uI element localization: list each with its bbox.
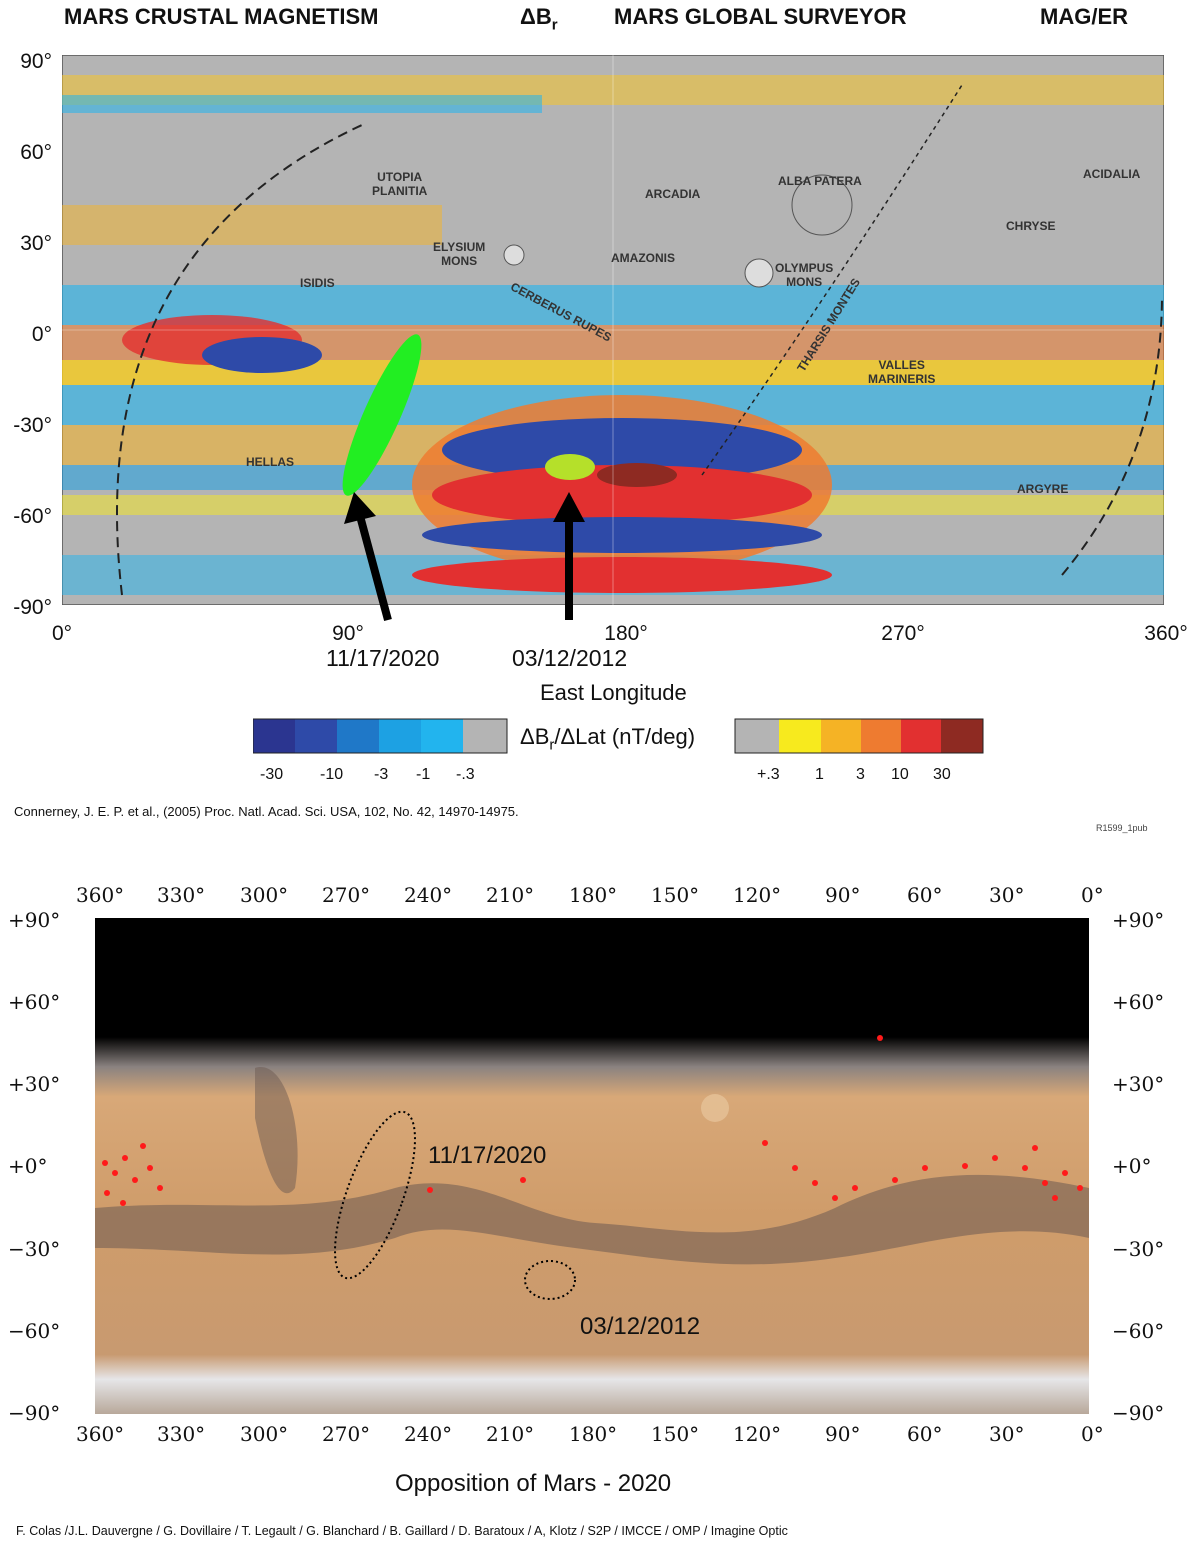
- region-label: ARCADIA: [645, 187, 701, 201]
- lon-tick: 210°: [486, 883, 535, 907]
- lat-tick: −30°: [8, 1237, 61, 1261]
- lon-tick: 360°: [1144, 622, 1188, 645]
- region-label: UTOPIA PLANITIA: [372, 170, 428, 198]
- lon-tick: 90°: [825, 883, 861, 907]
- lon-tick: 30°: [989, 883, 1025, 907]
- lon-tick: 180°: [569, 1422, 618, 1446]
- region-label: ELYSIUM MONS: [433, 240, 486, 268]
- lat-tick: +90°: [1112, 908, 1165, 932]
- cb-tick: 1: [815, 766, 824, 783]
- lon-tick: 0°: [1081, 1422, 1104, 1446]
- lat-tick: +0°: [1112, 1154, 1152, 1178]
- lat-tick: +30°: [8, 1072, 61, 1096]
- x-axis-label: East Longitude: [540, 680, 687, 705]
- lon-tick: 180°: [604, 622, 648, 645]
- lon-tick: 300°: [240, 883, 289, 907]
- cb-tick: 3: [856, 766, 865, 783]
- cb-tick: -10: [320, 766, 344, 783]
- lat-tick: +0°: [8, 1154, 48, 1178]
- lon-tick: 0°: [1081, 883, 1104, 907]
- lon-tick: 240°: [404, 883, 453, 907]
- lat-tick: 60°: [20, 141, 52, 164]
- lat-tick: +60°: [8, 990, 61, 1014]
- credits: F. Colas /J.L. Dauvergne / G. Dovillaire…: [16, 1524, 788, 1538]
- lat-tick: −60°: [1112, 1319, 1165, 1343]
- event-date-label: 11/17/2020: [326, 645, 440, 671]
- lat-tick: −90°: [8, 1401, 61, 1425]
- colorbar: [253, 718, 984, 754]
- lon-tick: 210°: [486, 1422, 535, 1446]
- lon-tick: 240°: [404, 1422, 453, 1446]
- lon-tick: 300°: [240, 1422, 289, 1446]
- lon-tick: 60°: [907, 1422, 943, 1446]
- lon-tick: 90°: [825, 1422, 861, 1446]
- colorbar-label: ΔBr/ΔLat (nT/deg): [520, 724, 696, 754]
- lon-tick: 270°: [322, 883, 371, 907]
- lat-tick: −60°: [8, 1319, 61, 1343]
- region-label: AMAZONIS: [611, 251, 675, 265]
- lon-tick: 0°: [51, 622, 73, 645]
- event-outline-2012: [524, 1260, 576, 1300]
- ref-code: R1599_1pub: [1096, 823, 1148, 833]
- lon-tick: 60°: [907, 883, 943, 907]
- region-label: ARGYRE: [1017, 482, 1069, 496]
- cb-tick: +.3: [757, 766, 780, 783]
- region-label: ALBA PATERA: [778, 174, 862, 188]
- region-label: VALLES MARINERIS: [868, 358, 936, 386]
- lat-tick: -60°: [13, 505, 52, 528]
- lat-tick: 0°: [31, 323, 52, 346]
- instrument-name: MAG/ER: [1040, 4, 1128, 29]
- arrow-2020: [356, 514, 392, 622]
- citation: Connerney, J. E. P. et al., (2005) Proc.…: [14, 804, 519, 819]
- region-label: ISIDIS: [300, 276, 335, 290]
- event-date-label: 03/12/2012: [580, 1313, 701, 1340]
- lat-tick: -30°: [13, 414, 52, 437]
- lon-tick: 360°: [76, 883, 125, 907]
- cb-tick: -30: [260, 766, 284, 783]
- lon-tick: 150°: [651, 883, 700, 907]
- bottom-map-title: Opposition of Mars - 2020: [395, 1470, 672, 1497]
- lon-tick: 120°: [733, 1422, 782, 1446]
- lon-tick: 330°: [157, 883, 206, 907]
- event-footprint-2020: [342, 334, 422, 496]
- cb-tick: 10: [891, 766, 909, 783]
- event-footprint-2012: [545, 454, 595, 480]
- lat-tick: −90°: [1112, 1401, 1165, 1425]
- cb-tick: -3: [374, 766, 389, 783]
- lon-tick: 30°: [989, 1422, 1025, 1446]
- event-arrows: [344, 492, 585, 622]
- lat-tick: -90°: [13, 596, 52, 619]
- cb-tick: 30: [933, 766, 951, 783]
- region-label: HELLAS: [246, 455, 294, 469]
- lat-tick: 30°: [20, 232, 52, 255]
- cb-tick: -1: [416, 766, 431, 783]
- lat-tick: +60°: [1112, 990, 1165, 1014]
- region-label: OLYMPUS MONS: [775, 261, 834, 289]
- lat-tick: +90°: [8, 908, 61, 932]
- lon-tick: 120°: [733, 883, 782, 907]
- event-date-label: 11/17/2020: [428, 1142, 547, 1169]
- lon-tick: 360°: [76, 1422, 125, 1446]
- lon-tick: 150°: [651, 1422, 700, 1446]
- delta-br-symbol: ΔBr: [520, 4, 558, 34]
- mission-name: MARS GLOBAL SURVEYOR: [614, 4, 907, 29]
- lon-tick: 330°: [157, 1422, 206, 1446]
- cb-tick: -.3: [456, 766, 475, 783]
- mars-surface-map: [95, 918, 1089, 1414]
- marker-cluster: [102, 1035, 1083, 1206]
- lat-tick: 90°: [20, 50, 52, 73]
- lon-tick: 270°: [322, 1422, 371, 1446]
- lon-tick: 180°: [569, 883, 618, 907]
- region-label: CHRYSE: [1006, 219, 1056, 233]
- top-map-title: MARS CRUSTAL MAGNETISM: [64, 4, 379, 29]
- crustal-magnetism-map: [62, 55, 1164, 605]
- lon-tick: 270°: [881, 622, 925, 645]
- lat-tick: +30°: [1112, 1072, 1165, 1096]
- region-label: ACIDALIA: [1083, 167, 1141, 181]
- lat-tick: −30°: [1112, 1237, 1165, 1261]
- lon-tick: 90°: [332, 622, 364, 645]
- event-date-label: 03/12/2012: [512, 645, 628, 671]
